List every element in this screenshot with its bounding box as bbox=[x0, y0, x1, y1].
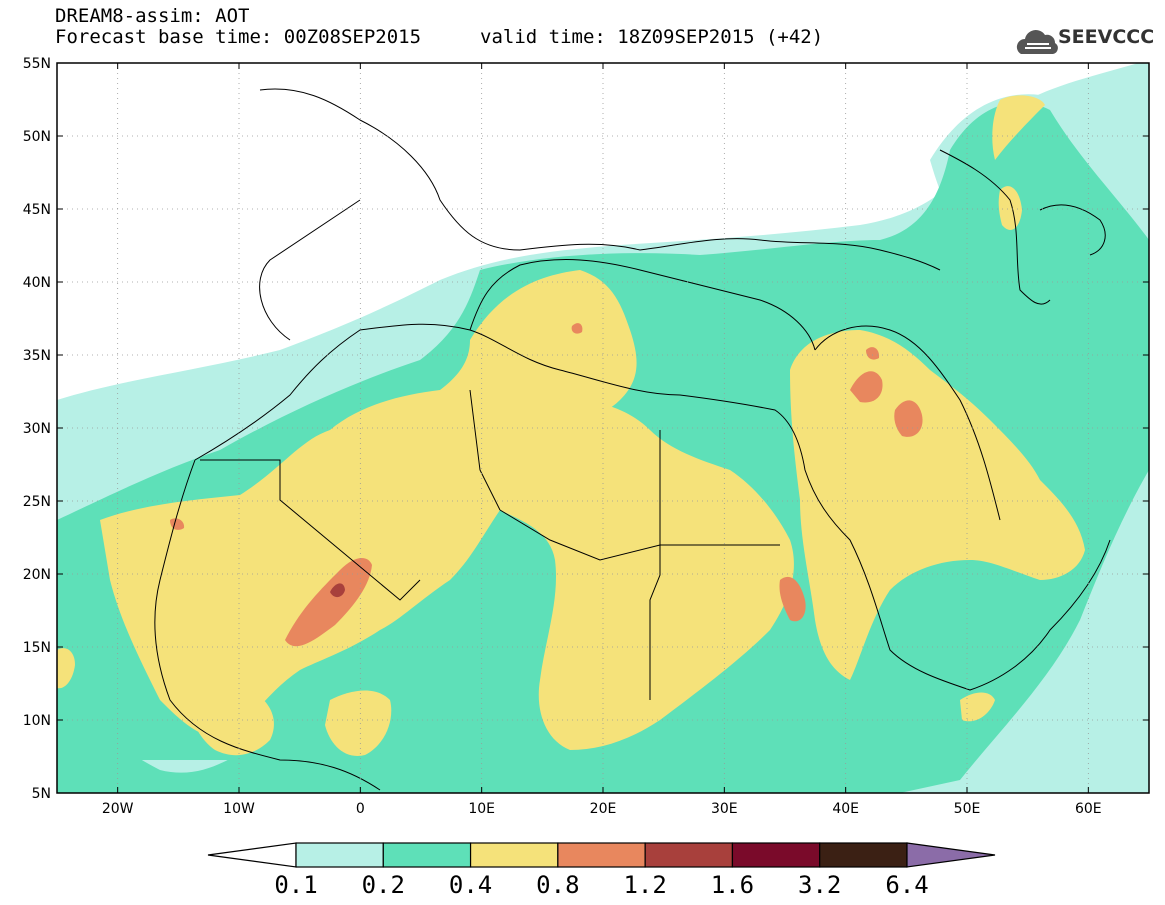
lon-label: 20E bbox=[590, 801, 617, 817]
aot-band-0.4-central bbox=[470, 398, 794, 750]
aot-band-0.4-senegal bbox=[57, 648, 75, 689]
lat-label: 40N bbox=[23, 275, 51, 291]
aot-band-0.4-nigeria bbox=[325, 690, 392, 756]
lat-label: 5N bbox=[32, 786, 51, 802]
lat-label: 45N bbox=[23, 202, 51, 218]
axis-ticks bbox=[57, 62, 1149, 794]
cloud-logo-icon bbox=[1016, 30, 1058, 54]
logo-text: SEEVCCC bbox=[1058, 26, 1155, 48]
lat-label: 20N bbox=[23, 567, 51, 583]
lat-label: 10N bbox=[23, 713, 51, 729]
aot-band-0.4-west bbox=[100, 270, 637, 740]
aot-band-0.8-iraq bbox=[850, 371, 883, 403]
lat-label: 15N bbox=[23, 640, 51, 656]
aot-band-0.8-small3 bbox=[866, 347, 880, 360]
aot-band-0.8-small2 bbox=[571, 323, 583, 334]
lon-label: 20W bbox=[102, 801, 134, 817]
map-title: DREAM8-assim: AOT bbox=[55, 5, 250, 27]
colorbar-label: 1.6 bbox=[711, 871, 754, 899]
lat-label: 25N bbox=[23, 494, 51, 510]
lon-labels: 20W 10W 0 10E 20E 30E 40E 50E 60E bbox=[102, 801, 1102, 817]
coastlines bbox=[154, 88, 1111, 791]
aot-band-0.4-north bbox=[992, 95, 1045, 160]
lon-label: 60E bbox=[1075, 801, 1102, 817]
lon-label: 10E bbox=[468, 801, 495, 817]
colorbar-segment bbox=[382, 842, 472, 868]
colorbar-low-arrow bbox=[207, 842, 297, 868]
colorbar-label: 3.2 bbox=[798, 871, 841, 899]
colorbar-label: 0.1 bbox=[274, 871, 317, 899]
colorbar-segment bbox=[731, 842, 821, 868]
colorbar-segment bbox=[557, 842, 646, 868]
lat-labels: 5N 10N 15N 20N 25N 30N 35N 40N 45N 50N 55N bbox=[23, 56, 51, 802]
aot-band-0.4-caspian bbox=[998, 186, 1022, 230]
lon-label: 30E bbox=[711, 801, 738, 817]
colorbar-segment bbox=[644, 842, 734, 868]
lon-label: 40E bbox=[832, 801, 859, 817]
colorbar-label: 0.4 bbox=[449, 871, 492, 899]
graticule bbox=[57, 63, 1149, 793]
aot-band-0.4-east bbox=[790, 330, 1085, 680]
colorbar: 0.1 0.2 0.4 0.8 1.2 1.6 3.2 6.4 bbox=[207, 842, 996, 899]
colorbar-segment bbox=[819, 842, 908, 868]
colorbar-segment bbox=[469, 842, 559, 868]
lat-label: 55N bbox=[23, 56, 51, 72]
aot-band-1.2 bbox=[330, 583, 345, 598]
aot-band-0.8-iraq2 bbox=[894, 400, 923, 437]
lon-label: 0 bbox=[356, 801, 365, 817]
aot-band-0.4-west-africa bbox=[189, 682, 274, 756]
colorbar-high-arrow bbox=[906, 842, 996, 868]
lat-label: 30N bbox=[23, 421, 51, 437]
lon-label: 10W bbox=[223, 801, 255, 817]
lat-label: 35N bbox=[23, 348, 51, 364]
forecast-base-time: Forecast base time: 00Z08SEP2015 bbox=[55, 26, 422, 48]
colorbar-segment bbox=[295, 842, 384, 868]
valid-time: valid time: 18Z09SEP2015 (+42) bbox=[480, 26, 824, 48]
aot-band-0.8-mali bbox=[285, 558, 372, 647]
aot-band-0.8-sudan bbox=[779, 576, 806, 622]
colorbar-label: 0.8 bbox=[536, 871, 579, 899]
lat-label: 50N bbox=[23, 129, 51, 145]
colorbar-label: 1.2 bbox=[623, 871, 666, 899]
lon-label: 50E bbox=[954, 801, 981, 817]
colorbar-label: 0.2 bbox=[362, 871, 405, 899]
aot-band-0.4-yemen bbox=[960, 692, 995, 722]
colorbar-label: 6.4 bbox=[885, 871, 928, 899]
